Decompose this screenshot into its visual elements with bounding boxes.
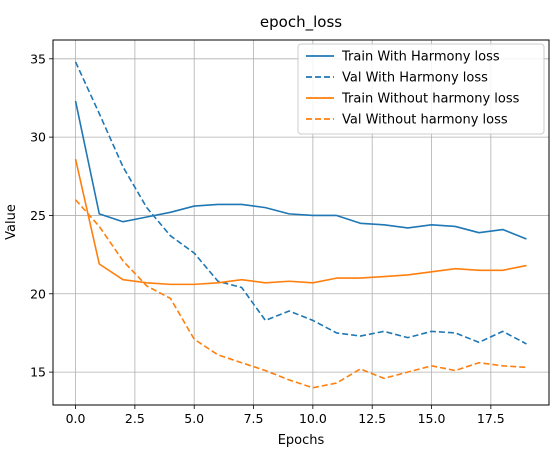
x-tick-label: 5.0 — [184, 411, 204, 426]
plot-frame — [52, 39, 550, 406]
x-tick-label: 2.5 — [125, 411, 145, 426]
y-tick-label: 30 — [30, 130, 46, 145]
series-line-val-with-harmony-loss — [74, 61, 527, 345]
x-tick-label: 0.0 — [66, 411, 86, 426]
y-axis-label: Value — [4, 204, 19, 240]
legend-label: Val With Harmony loss — [342, 71, 488, 86]
y-tick-label: 35 — [30, 51, 46, 66]
chart-title: epoch_loss — [260, 13, 342, 32]
x-tick-label: 10.0 — [299, 411, 327, 426]
x-axis-label: Epochs — [278, 433, 325, 448]
x-tick-label: 17.5 — [477, 411, 505, 426]
ticks-layer: 0.0 2.5 5.0 7.5 10.0 12.5 15.0 17.5 15 20 25 30 35 — [30, 51, 505, 426]
legend: Train With Harmony loss Val With Harmony … — [297, 43, 545, 135]
legend-box — [297, 43, 545, 135]
series-line-train-with-harmony-loss — [74, 100, 527, 240]
series-line-train-without-harmony-loss — [74, 158, 527, 286]
y-tick-label: 25 — [30, 208, 46, 223]
y-tick-label: 15 — [30, 365, 46, 380]
legend-label: Train Without harmony loss — [341, 92, 520, 107]
x-tick-label: 15.0 — [418, 411, 446, 426]
series-line-val-without-harmony-loss — [74, 199, 527, 389]
legend-label: Val Without harmony loss — [342, 113, 508, 128]
x-tick-label: 12.5 — [358, 411, 386, 426]
x-tick-label: 7.5 — [244, 411, 264, 426]
legend-label: Train With Harmony loss — [341, 50, 500, 65]
y-tick-label: 20 — [30, 286, 46, 301]
series-layer — [74, 61, 527, 389]
